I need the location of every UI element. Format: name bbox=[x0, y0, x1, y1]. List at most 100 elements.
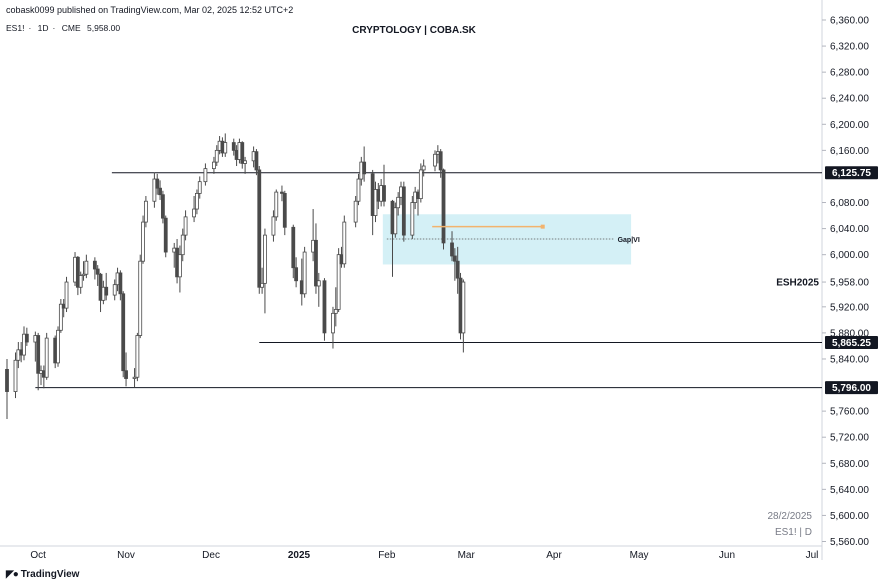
candle-body bbox=[362, 161, 367, 175]
brand-name: TradingView bbox=[20, 569, 80, 580]
candle-body bbox=[141, 221, 145, 262]
candle-body bbox=[132, 376, 137, 379]
price-tick-label: 5,840.00 bbox=[830, 354, 869, 365]
annotations: Gap|VI ESH2025 bbox=[386, 224, 819, 289]
price-tick-label: 5,958.00 bbox=[830, 278, 869, 289]
candle-body bbox=[155, 178, 160, 189]
candle-body bbox=[183, 216, 188, 236]
gap-annotation-label: Gap|VI bbox=[618, 237, 640, 244]
level-label-box bbox=[825, 166, 878, 180]
price-tick-label: 5,560.00 bbox=[830, 537, 869, 548]
price-axis: 6,360.00 6,320.00 6,280.00 6,240.00 6,200.00… bbox=[821, 0, 869, 560]
candle-body bbox=[393, 207, 398, 235]
level-label-box bbox=[825, 336, 878, 350]
candle-body bbox=[160, 194, 165, 219]
candle-body bbox=[418, 169, 423, 200]
candle-body bbox=[24, 333, 29, 343]
candle-body bbox=[336, 254, 341, 310]
price-tick-label: 5,720.00 bbox=[830, 433, 869, 444]
candle-body bbox=[121, 293, 126, 372]
candle-body bbox=[314, 239, 318, 287]
candle-body bbox=[58, 303, 63, 331]
candle-body bbox=[212, 161, 216, 170]
price-tick-label: 6,160.00 bbox=[830, 146, 869, 157]
price-tick-label: 5,880.00 bbox=[830, 328, 869, 339]
candle-body bbox=[257, 169, 262, 288]
symbol-info: ES1! · 1D · CME 5,958.00 bbox=[6, 23, 121, 33]
time-tick-label: Nov bbox=[117, 550, 135, 561]
candle-body bbox=[178, 254, 182, 278]
candle-body bbox=[331, 312, 335, 334]
candle-body bbox=[197, 181, 202, 194]
time-tick-label: 2025 bbox=[288, 550, 311, 561]
candle-body bbox=[36, 335, 41, 374]
candle-body bbox=[22, 333, 26, 356]
candle-body bbox=[433, 153, 437, 167]
candle-body bbox=[322, 280, 327, 334]
candle-body bbox=[192, 208, 196, 218]
price-tick-label: 6,280.00 bbox=[830, 68, 869, 79]
time-tick-label: Feb bbox=[378, 550, 396, 561]
candle-body bbox=[243, 160, 247, 164]
candle-body bbox=[280, 191, 284, 194]
candle-body bbox=[302, 251, 307, 295]
time-tick-label: May bbox=[630, 550, 649, 561]
candle-body bbox=[260, 282, 265, 288]
candle-body bbox=[195, 192, 199, 210]
candle-body bbox=[333, 309, 338, 314]
candle-body bbox=[455, 260, 460, 279]
candle-body bbox=[44, 337, 49, 378]
candle-body bbox=[263, 234, 267, 284]
candle-body bbox=[138, 260, 143, 336]
candle-body bbox=[64, 281, 69, 309]
candle-body bbox=[95, 268, 100, 275]
candle-body bbox=[81, 273, 86, 276]
time-tick-label: Jul bbox=[806, 550, 819, 561]
level-labels: 6,125.75 5,865.25 5,796.00 bbox=[825, 166, 878, 395]
candle-body bbox=[92, 260, 97, 270]
time-tick-label: Jun bbox=[719, 550, 735, 561]
time-tick-label: Mar bbox=[458, 550, 476, 561]
candle-body bbox=[104, 286, 109, 296]
candle-body bbox=[135, 335, 140, 378]
candle-body bbox=[112, 284, 117, 296]
candle-body bbox=[180, 234, 185, 256]
orange-line-handle bbox=[540, 224, 545, 229]
candle-body bbox=[353, 200, 358, 223]
time-tick-label: Oct bbox=[30, 550, 46, 561]
candle-body bbox=[450, 242, 454, 257]
candle-body bbox=[240, 142, 245, 164]
tradingview-brand[interactable]: ◤● TradingView bbox=[6, 569, 79, 580]
candle-body bbox=[84, 260, 89, 275]
candle-body bbox=[118, 272, 123, 295]
candle-body bbox=[316, 280, 321, 287]
candle-body bbox=[254, 151, 259, 171]
price-tick-label: 6,320.00 bbox=[830, 42, 869, 53]
candle-body bbox=[356, 178, 361, 202]
exchange: CME bbox=[61, 23, 81, 33]
symbol: ES1! bbox=[6, 23, 25, 33]
candle-body bbox=[223, 142, 228, 154]
candle-body bbox=[401, 186, 406, 236]
price-tick-label: 6,240.00 bbox=[830, 94, 869, 105]
candle-body bbox=[56, 329, 60, 364]
candle-body bbox=[421, 165, 426, 171]
price-tick-label: 6,200.00 bbox=[830, 120, 869, 131]
candles bbox=[5, 133, 466, 419]
price-tick-label: 6,080.00 bbox=[830, 198, 869, 209]
last-price: 5,958.00 bbox=[87, 23, 121, 33]
price-tick-label: 5,640.00 bbox=[830, 485, 869, 496]
candle-body bbox=[231, 142, 236, 151]
candle-body bbox=[461, 281, 466, 334]
level-label-box bbox=[825, 381, 878, 395]
candle-body bbox=[274, 191, 279, 218]
candle-body bbox=[78, 275, 83, 288]
time-tick-label: Apr bbox=[546, 550, 562, 561]
price-tick-label: 6,360.00 bbox=[830, 16, 869, 27]
time-tick-label: Dec bbox=[202, 550, 220, 561]
price-tick-label: 5,760.00 bbox=[830, 407, 869, 418]
published-info: cobask0099 published on TradingView.com,… bbox=[6, 5, 294, 15]
level-label-text: 5,796.00 bbox=[832, 383, 871, 394]
candle-body bbox=[441, 169, 446, 244]
